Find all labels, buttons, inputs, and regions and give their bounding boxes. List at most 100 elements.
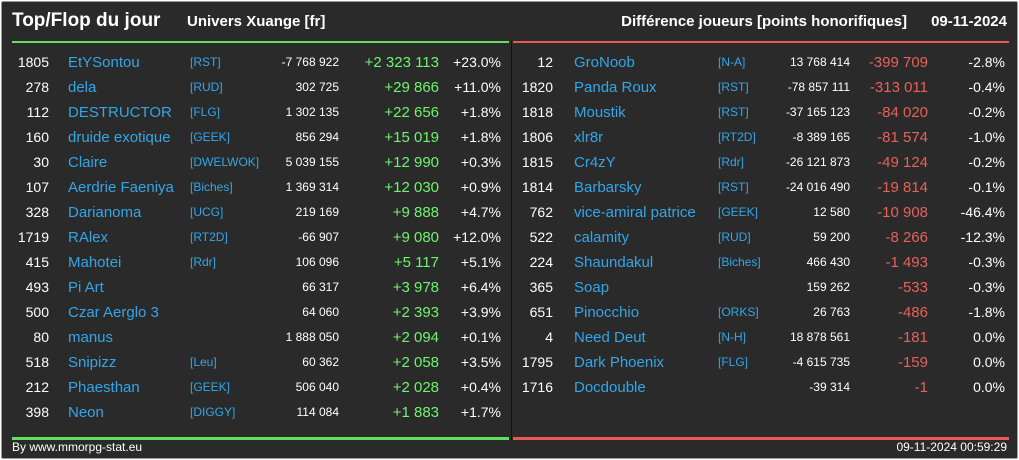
player-name-link[interactable]: GroNoob [574, 54, 635, 71]
player-name-link[interactable]: druide exotique [68, 129, 171, 146]
player-name-link[interactable]: Docdouble [574, 379, 646, 396]
table-row: 212 Phaesthan [GEEK] 506 040 +2 028 +0.4% [12, 375, 509, 400]
player-name-link[interactable]: Aerdrie Faeniya [68, 179, 174, 196]
player-name-link[interactable]: xlr8r [574, 129, 604, 146]
table-row: 224 Shaundakul [Biches] 466 430 -1 493 -0.3% [513, 250, 1009, 275]
alliance-tag-link[interactable]: [RST] [718, 105, 749, 119]
table-row: 1820 Panda Roux [RST] -78 857 111 -313 011 -0… [513, 75, 1009, 100]
player-name-link[interactable]: Panda Roux [574, 79, 657, 96]
player-name-link[interactable]: Barbarsky [574, 179, 642, 196]
percent-change: +12.0% [453, 229, 501, 245]
total-points: -24 016 490 [785, 180, 850, 194]
top-gainers-table: 1805 EtYSontou [RST] -7 768 922 +2 323 113 +2… [12, 41, 509, 440]
percent-change: -0.3% [968, 279, 1005, 295]
alliance-tag-link[interactable]: [RUD] [190, 80, 223, 94]
total-points: 302 725 [295, 80, 339, 94]
total-points: 5 039 155 [285, 155, 339, 169]
table-row: 80 manus 1 888 050 +2 094 +0.1% [12, 325, 509, 350]
player-rank: 212 [25, 379, 49, 395]
percent-change: -0.3% [968, 254, 1005, 270]
server-name: Univers Xuange [fr] [187, 13, 326, 30]
points-difference: -1 [914, 379, 928, 396]
alliance-tag-link[interactable]: [RT2D] [190, 230, 228, 244]
alliance-tag-link[interactable]: [N-H] [718, 330, 746, 344]
player-rank: 1795 [521, 354, 553, 370]
player-name-link[interactable]: Shaundakul [574, 254, 654, 271]
percent-change: +6.4% [460, 279, 501, 295]
player-name-link[interactable]: Snipizz [68, 354, 117, 371]
points-difference: -159 [897, 354, 928, 371]
alliance-tag-link[interactable]: [FLG] [190, 105, 221, 119]
player-rank: 112 [26, 104, 49, 120]
alliance-tag-link[interactable]: [Leu] [190, 355, 217, 369]
player-name-link[interactable]: Moustik [574, 104, 626, 121]
player-rank: 328 [25, 204, 49, 220]
points-difference: -1 493 [885, 254, 928, 271]
alliance-tag-link[interactable]: [UCG] [190, 205, 224, 219]
player-name-link[interactable]: dela [68, 79, 97, 96]
generated-timestamp: 09-11-2024 00:59:29 [896, 440, 1007, 454]
player-name-link[interactable]: Cr4zY [574, 154, 616, 171]
player-name-link[interactable]: manus [68, 329, 114, 346]
alliance-tag-link[interactable]: [Rdr] [190, 255, 217, 269]
player-name-link[interactable]: Phaesthan [68, 379, 140, 396]
player-name-link[interactable]: Dark Phoenix [574, 354, 665, 371]
player-name-link[interactable]: calamity [574, 229, 630, 246]
player-name-link[interactable]: Neon [68, 404, 104, 421]
points-difference: +12 990 [384, 154, 439, 171]
total-points: 60 362 [302, 355, 339, 369]
table-row: 493 Pi Art 66 317 +3 978 +6.4% [12, 275, 509, 300]
alliance-tag-link[interactable]: [ORKS] [718, 305, 759, 319]
table-row: 1806 xlr8r [RT2D] -8 389 165 -81 574 -1.0% [513, 125, 1009, 150]
player-rank: 651 [529, 304, 553, 320]
player-name-link[interactable]: Pinocchio [574, 304, 640, 321]
alliance-tag-link[interactable]: [Biches] [718, 255, 761, 269]
alliance-tag-link[interactable]: [GEEK] [190, 380, 231, 394]
alliance-tag-link[interactable]: [DIGGY] [190, 405, 236, 419]
player-name-link[interactable]: EtYSontou [68, 54, 140, 71]
points-difference: -19 814 [877, 179, 928, 196]
points-difference: +12 030 [384, 179, 439, 196]
alliance-tag-link[interactable]: [DWELWOK] [190, 155, 260, 169]
player-rank: 518 [25, 354, 49, 370]
page-title: Top/Flop du jour [12, 10, 161, 31]
player-name-link[interactable]: RAlex [68, 229, 109, 246]
player-rank: 1805 [17, 54, 49, 70]
player-name-link[interactable]: Mahotei [68, 254, 122, 271]
report-date: 09-11-2024 [931, 13, 1007, 30]
alliance-tag-link[interactable]: [N-A] [718, 55, 746, 69]
alliance-tag-link[interactable]: [GEEK] [718, 205, 759, 219]
alliance-tag-link[interactable]: [RST] [718, 180, 749, 194]
table-row: 30 Claire [DWELWOK] 5 039 155 +12 990 +0.3% [12, 150, 509, 175]
player-name-link[interactable]: Czar Aerglo 3 [68, 304, 159, 321]
percent-change: +1.7% [460, 404, 501, 420]
points-difference: +29 866 [384, 79, 439, 96]
percent-change: -1.0% [968, 129, 1005, 145]
player-name-link[interactable]: Pi Art [68, 279, 104, 296]
alliance-tag-link[interactable]: [Rdr] [718, 155, 745, 169]
percent-change: 0.0% [973, 379, 1005, 395]
player-rank: 278 [25, 79, 49, 95]
alliance-tag-link[interactable]: [FLG] [718, 355, 749, 369]
player-name-link[interactable]: Need Deut [574, 329, 646, 346]
player-name-link[interactable]: vice-amiral patrice [574, 204, 696, 221]
player-name-link[interactable]: DESTRUCTOR [68, 104, 172, 121]
percent-change: -0.1% [968, 179, 1005, 195]
percent-change: +1.8% [460, 104, 501, 120]
player-name-link[interactable]: Claire [68, 154, 108, 171]
player-name-link[interactable]: Darianoma [68, 204, 142, 221]
alliance-tag-link[interactable]: [GEEK] [190, 130, 231, 144]
total-points: 466 430 [806, 255, 850, 269]
total-points: 13 768 414 [789, 55, 850, 69]
alliance-tag-link[interactable]: [RST] [190, 55, 221, 69]
alliance-tag-link[interactable]: [RUD] [718, 230, 751, 244]
total-points: -26 121 873 [785, 155, 850, 169]
alliance-tag-link[interactable]: [RT2D] [718, 130, 756, 144]
alliance-tag-link[interactable]: [Biches] [190, 180, 233, 194]
points-difference: -486 [897, 304, 928, 321]
alliance-tag-link[interactable]: [RST] [718, 80, 749, 94]
player-name-link[interactable]: Soap [574, 279, 610, 296]
percent-change: -0.4% [968, 79, 1005, 95]
percent-change: +4.7% [460, 204, 501, 220]
table-row: 12 GroNoob [N-A] 13 768 414 -399 709 -2.8% [513, 50, 1009, 75]
